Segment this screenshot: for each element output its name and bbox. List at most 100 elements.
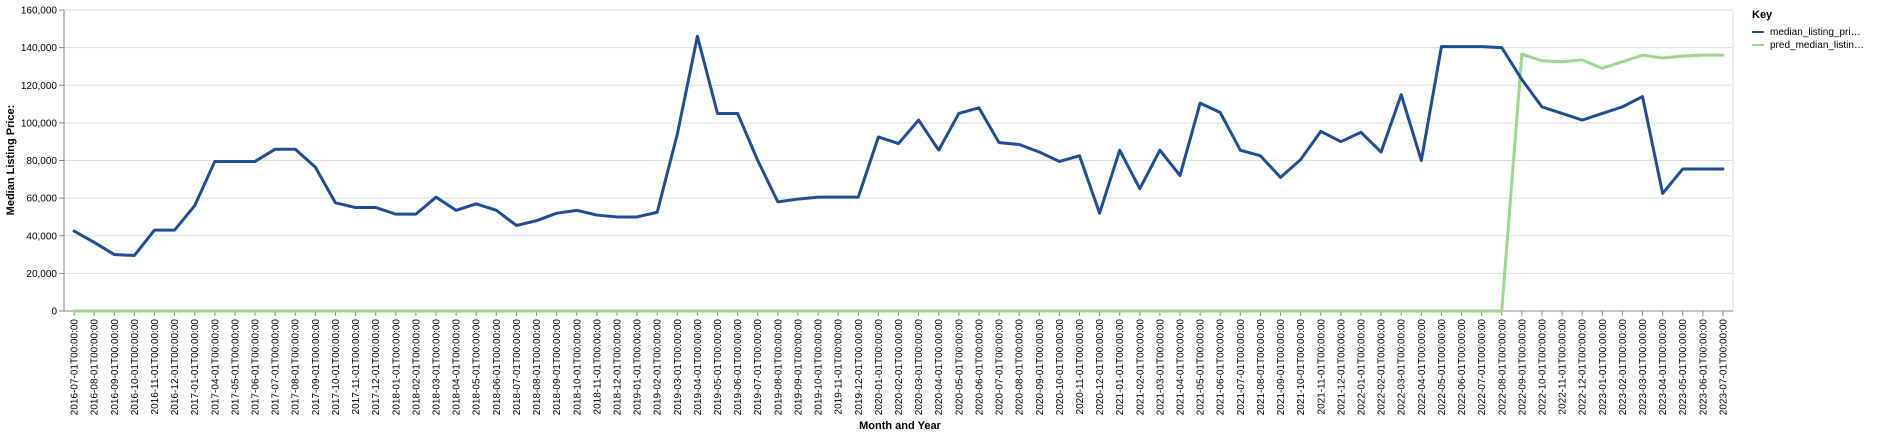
x-tick-label: 2016-11-01T00:00:00: [150, 319, 161, 415]
x-tick-label: 2020-11-01T00:00:00: [1075, 319, 1086, 415]
series-line-median-listing-price: [72, 34, 1725, 257]
x-tick-label: 2017-12-01T00:00:00: [371, 319, 382, 416]
legend: Key median_listing_pri… pred_median_list…: [1752, 9, 1864, 51]
y-tick-label: 20,000: [26, 269, 57, 280]
x-tick-label: 2019-05-01T00:00:00: [713, 319, 724, 416]
x-tick-label: 2021-11-01T00:00:00: [1316, 319, 1327, 415]
x-tick-label: 2021-01-01T00:00:00: [1115, 319, 1126, 416]
x-tick-label: 2017-10-01T00:00:00: [331, 319, 342, 416]
y-tick-label: 160,000: [21, 6, 58, 17]
x-tick-label: 2021-08-01T00:00:00: [1256, 319, 1267, 416]
x-tick-label: 2022-05-01T00:00:00: [1437, 319, 1448, 416]
x-tick-label: 2020-08-01T00:00:00: [1015, 319, 1026, 416]
x-tick-label: 2019-07-01T00:00:00: [753, 319, 764, 416]
x-tick-label: 2018-08-01T00:00:00: [532, 319, 543, 416]
x-tick-label: 2018-01-01T00:00:00: [391, 319, 402, 416]
x-tick-label: 2021-10-01T00:00:00: [1296, 319, 1307, 416]
x-tick-label: 2019-06-01T00:00:00: [733, 319, 744, 416]
x-tick-label: 2019-09-01T00:00:00: [793, 319, 804, 416]
x-tick-label: 2018-02-01T00:00:00: [411, 319, 422, 416]
x-tick-label: 2021-02-01T00:00:00: [1135, 319, 1146, 416]
x-tick-label: 2020-05-01T00:00:00: [954, 319, 965, 416]
x-tick-label: 2020-04-01T00:00:00: [934, 319, 945, 416]
series-line-pred-median-listing-price: [72, 52, 1725, 313]
x-tick-label: 2023-07-01T00:00:00: [1718, 319, 1729, 416]
x-tick-label: 2019-03-01T00:00:00: [673, 319, 684, 416]
x-tick-label: 2016-12-01T00:00:00: [170, 319, 181, 416]
x-tick-label: 2021-09-01T00:00:00: [1276, 319, 1287, 416]
x-tick-label: 2016-07-01T00:00:00: [70, 319, 81, 416]
x-tick-label: 2018-11-01T00:00:00: [592, 319, 603, 415]
x-tick-label: 2020-01-01T00:00:00: [874, 319, 885, 416]
x-tick-label: 2016-09-01T00:00:00: [110, 319, 121, 416]
legend-label-median: median_listing_pri…: [1770, 27, 1861, 38]
x-tick-label: 2022-06-01T00:00:00: [1457, 319, 1468, 416]
x-tick-label: 2017-11-01T00:00:00: [351, 319, 362, 415]
x-tick-label: 2020-10-01T00:00:00: [1055, 319, 1066, 416]
x-tick-label: 2020-03-01T00:00:00: [914, 319, 925, 416]
x-tick-label: 2019-02-01T00:00:00: [653, 319, 664, 416]
x-tick-label: 2023-01-01T00:00:00: [1598, 319, 1609, 416]
x-tick-label: 2020-07-01T00:00:00: [995, 319, 1006, 416]
x-tick-label: 2017-09-01T00:00:00: [311, 319, 322, 416]
y-tick-label: 0: [51, 307, 57, 318]
x-tick-label: 2022-08-01T00:00:00: [1497, 319, 1508, 416]
y-tick-label: 40,000: [26, 231, 57, 242]
x-tick-label: 2022-03-01T00:00:00: [1397, 319, 1408, 416]
x-tick-label: 2022-01-01T00:00:00: [1356, 319, 1367, 416]
x-tick-label: 2022-10-01T00:00:00: [1537, 319, 1548, 416]
x-tick-label: 2019-12-01T00:00:00: [854, 319, 865, 416]
x-tick-label: 2019-01-01T00:00:00: [633, 319, 644, 416]
x-tick-label: 2021-07-01T00:00:00: [1236, 319, 1247, 416]
x-tick-label: 2016-10-01T00:00:00: [130, 319, 141, 416]
x-tick-label: 2022-12-01T00:00:00: [1578, 319, 1589, 416]
legend-label-pred: pred_median_listin…: [1770, 40, 1864, 51]
x-axis-title: Month and Year: [859, 420, 941, 432]
x-tick-label: 2018-04-01T00:00:00: [452, 319, 463, 416]
x-tick-label: 2019-04-01T00:00:00: [693, 319, 704, 416]
x-tick-label: 2020-06-01T00:00:00: [974, 319, 985, 416]
x-tick-label: 2017-05-01T00:00:00: [230, 319, 241, 416]
x-tick-label: 2023-02-01T00:00:00: [1618, 319, 1629, 416]
x-tick-label: 2018-07-01T00:00:00: [512, 319, 523, 416]
y-axis: 0 20,000 40,000 60,000 80,000 100,000 120,000 1…: [21, 6, 65, 318]
x-tick-label: 2018-06-01T00:00:00: [492, 319, 503, 416]
y-tick-label: 120,000: [21, 81, 58, 92]
y-tick-label: 140,000: [21, 43, 58, 54]
x-tick-label: 2021-05-01T00:00:00: [1196, 319, 1207, 416]
x-tick-label: 2022-04-01T00:00:00: [1417, 319, 1428, 416]
plot-series: [72, 34, 1725, 313]
x-tick-label: 2021-03-01T00:00:00: [1155, 319, 1166, 416]
x-tick-label: 2021-12-01T00:00:00: [1336, 319, 1347, 416]
legend-title: Key: [1752, 9, 1773, 21]
x-tick-label: 2019-11-01T00:00:00: [834, 319, 845, 415]
x-tick-label: 2018-12-01T00:00:00: [612, 319, 623, 416]
x-tick-label: 2017-01-01T00:00:00: [190, 319, 201, 416]
x-tick-label: 2021-06-01T00:00:00: [1216, 319, 1227, 416]
x-tick-label: 2023-03-01T00:00:00: [1638, 319, 1649, 416]
x-tick-label: 2018-09-01T00:00:00: [552, 319, 563, 416]
y-axis-title: Median Listing Price:: [5, 105, 17, 216]
y-tick-label: 60,000: [26, 194, 57, 205]
x-axis: 2016-07-01T00:00:00 2016-08-01T00:00:00 20…: [64, 310, 1733, 416]
x-tick-label: 2020-09-01T00:00:00: [1035, 319, 1046, 416]
y-tick-label: 80,000: [26, 156, 57, 167]
x-tick-label: 2023-05-01T00:00:00: [1678, 319, 1689, 416]
x-tick-label: 2018-05-01T00:00:00: [472, 319, 483, 416]
gridlines: [63, 9, 1734, 312]
x-tick-label: 2018-10-01T00:00:00: [572, 319, 583, 416]
x-tick-label: 2017-06-01T00:00:00: [251, 319, 262, 416]
x-tick-label: 2022-07-01T00:00:00: [1477, 319, 1488, 416]
x-tick-label: 2022-11-01T00:00:00: [1558, 319, 1569, 415]
x-tick-label: 2021-04-01T00:00:00: [1176, 319, 1187, 416]
x-tick-label: 2017-08-01T00:00:00: [291, 319, 302, 416]
x-tick-label: 2023-04-01T00:00:00: [1658, 319, 1669, 416]
x-tick-label: 2018-03-01T00:00:00: [432, 319, 443, 416]
x-tick-label: 2022-02-01T00:00:00: [1377, 319, 1388, 416]
x-tick-label: 2019-10-01T00:00:00: [814, 319, 825, 416]
x-tick-label: 2022-09-01T00:00:00: [1517, 319, 1528, 416]
x-tick-label: 2019-08-01T00:00:00: [773, 319, 784, 416]
x-tick-label: 2023-06-01T00:00:00: [1698, 319, 1709, 416]
x-tick-label: 2020-12-01T00:00:00: [1095, 319, 1106, 416]
